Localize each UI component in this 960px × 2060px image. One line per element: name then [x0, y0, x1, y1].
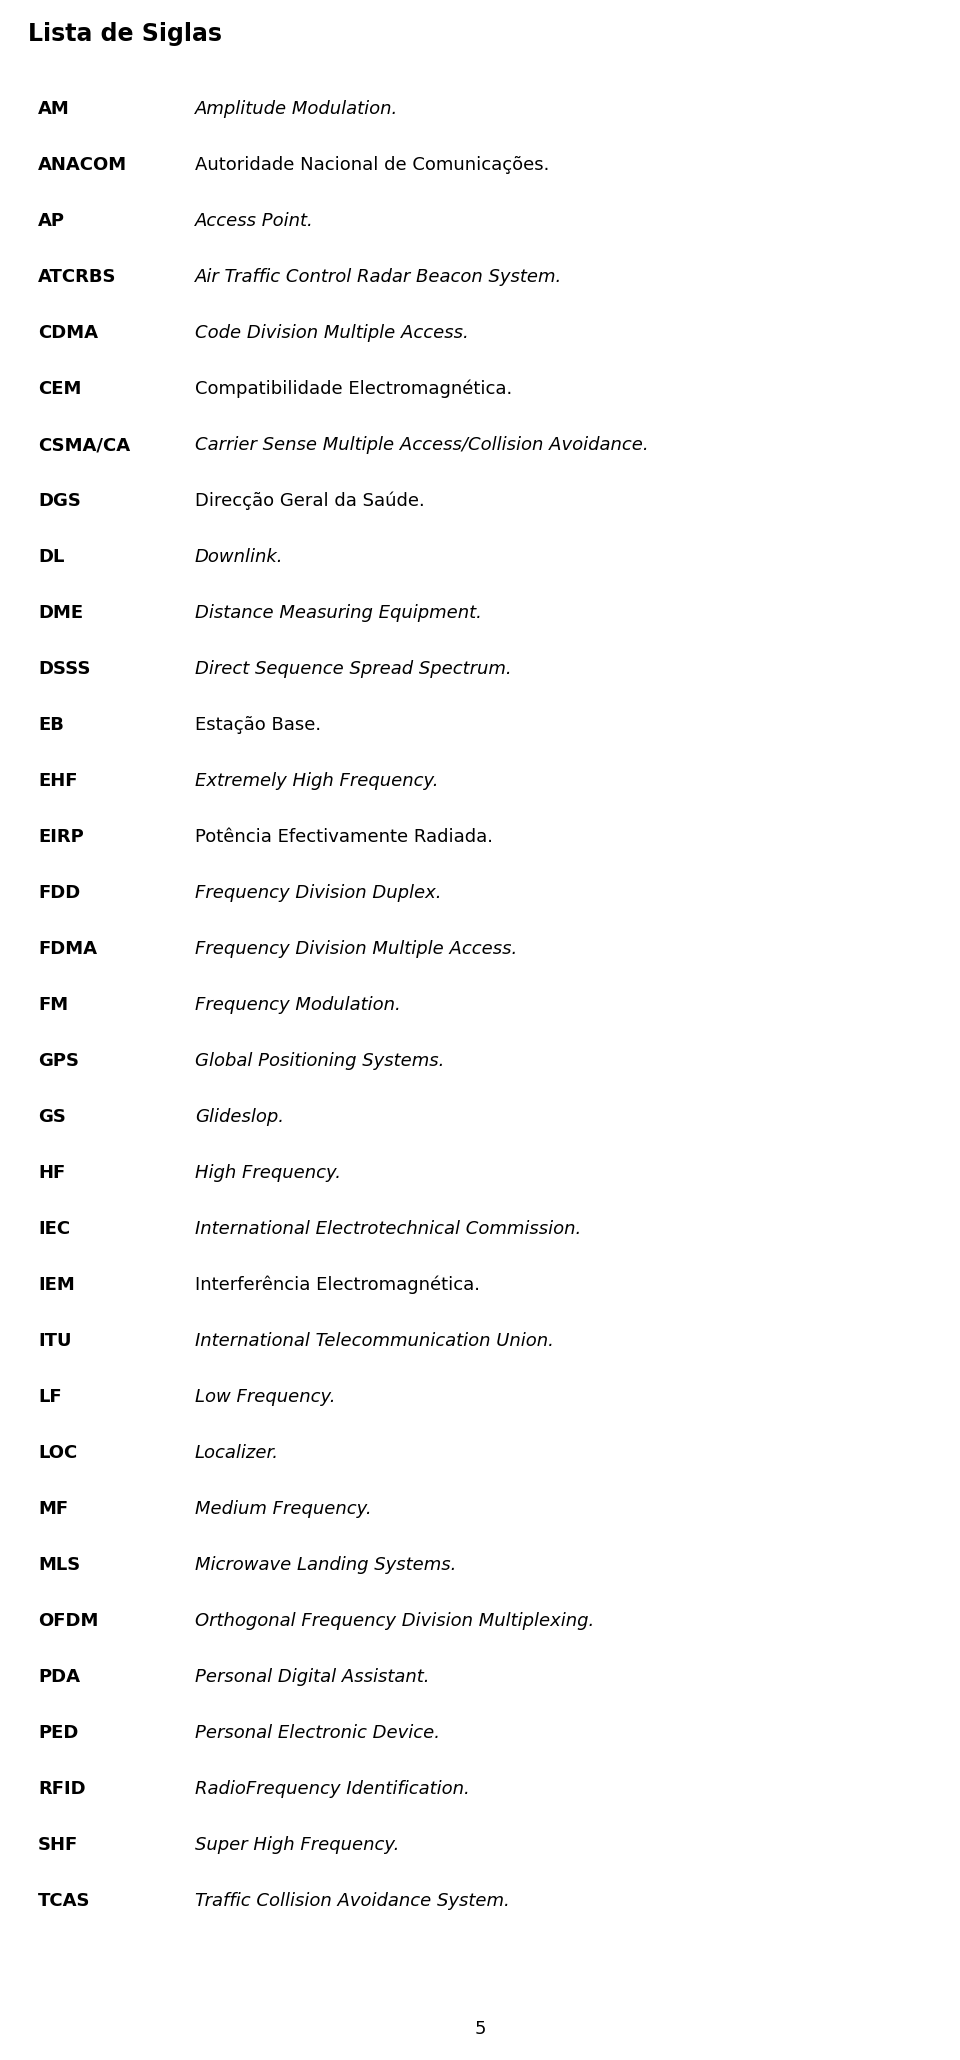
Text: International Electrotechnical Commission.: International Electrotechnical Commissio… — [195, 1220, 581, 1238]
Text: EB: EB — [38, 717, 64, 733]
Text: Frequency Modulation.: Frequency Modulation. — [195, 995, 400, 1014]
Text: Direct Sequence Spread Spectrum.: Direct Sequence Spread Spectrum. — [195, 659, 512, 678]
Text: FM: FM — [38, 995, 68, 1014]
Text: RadioFrequency Identification.: RadioFrequency Identification. — [195, 1780, 469, 1798]
Text: Frequency Division Multiple Access.: Frequency Division Multiple Access. — [195, 939, 517, 958]
Text: Code Division Multiple Access.: Code Division Multiple Access. — [195, 323, 468, 342]
Text: Autoridade Nacional de Comunicações.: Autoridade Nacional de Comunicações. — [195, 157, 549, 173]
Text: IEC: IEC — [38, 1220, 70, 1238]
Text: Downlink.: Downlink. — [195, 548, 283, 566]
Text: Glideslop.: Glideslop. — [195, 1108, 284, 1127]
Text: DGS: DGS — [38, 492, 81, 511]
Text: AP: AP — [38, 212, 65, 231]
Text: Medium Frequency.: Medium Frequency. — [195, 1500, 372, 1518]
Text: Personal Electronic Device.: Personal Electronic Device. — [195, 1724, 440, 1743]
Text: Amplitude Modulation.: Amplitude Modulation. — [195, 101, 398, 117]
Text: International Telecommunication Union.: International Telecommunication Union. — [195, 1333, 554, 1349]
Text: MF: MF — [38, 1500, 68, 1518]
Text: Localizer.: Localizer. — [195, 1444, 279, 1463]
Text: Carrier Sense Multiple Access/Collision Avoidance.: Carrier Sense Multiple Access/Collision … — [195, 437, 649, 453]
Text: GPS: GPS — [38, 1053, 79, 1069]
Text: HF: HF — [38, 1164, 65, 1182]
Text: FDMA: FDMA — [38, 939, 97, 958]
Text: CSMA/CA: CSMA/CA — [38, 437, 131, 453]
Text: Interferência Electromagnética.: Interferência Electromagnética. — [195, 1275, 480, 1294]
Text: High Frequency.: High Frequency. — [195, 1164, 341, 1182]
Text: PED: PED — [38, 1724, 79, 1743]
Text: AM: AM — [38, 101, 70, 117]
Text: 5: 5 — [474, 2021, 486, 2037]
Text: OFDM: OFDM — [38, 1613, 98, 1629]
Text: Distance Measuring Equipment.: Distance Measuring Equipment. — [195, 604, 482, 622]
Text: Potência Efectivamente Radiada.: Potência Efectivamente Radiada. — [195, 828, 493, 847]
Text: Personal Digital Assistant.: Personal Digital Assistant. — [195, 1669, 429, 1685]
Text: Air Traffic Control Radar Beacon System.: Air Traffic Control Radar Beacon System. — [195, 268, 563, 286]
Text: Frequency Division Duplex.: Frequency Division Duplex. — [195, 884, 442, 902]
Text: Orthogonal Frequency Division Multiplexing.: Orthogonal Frequency Division Multiplexi… — [195, 1613, 594, 1629]
Text: GS: GS — [38, 1108, 66, 1127]
Text: Super High Frequency.: Super High Frequency. — [195, 1835, 399, 1854]
Text: LF: LF — [38, 1388, 61, 1407]
Text: ITU: ITU — [38, 1333, 71, 1349]
Text: MLS: MLS — [38, 1555, 81, 1574]
Text: EHF: EHF — [38, 772, 78, 789]
Text: LOC: LOC — [38, 1444, 77, 1463]
Text: DL: DL — [38, 548, 64, 566]
Text: Direcção Geral da Saúde.: Direcção Geral da Saúde. — [195, 492, 424, 511]
Text: Global Positioning Systems.: Global Positioning Systems. — [195, 1053, 444, 1069]
Text: Compatibilidade Electromagnética.: Compatibilidade Electromagnética. — [195, 379, 513, 398]
Text: Low Frequency.: Low Frequency. — [195, 1388, 335, 1407]
Text: Microwave Landing Systems.: Microwave Landing Systems. — [195, 1555, 456, 1574]
Text: CEM: CEM — [38, 379, 82, 398]
Text: RFID: RFID — [38, 1780, 85, 1798]
Text: SHF: SHF — [38, 1835, 79, 1854]
Text: Traffic Collision Avoidance System.: Traffic Collision Avoidance System. — [195, 1891, 510, 1910]
Text: Extremely High Frequency.: Extremely High Frequency. — [195, 772, 439, 789]
Text: DSSS: DSSS — [38, 659, 90, 678]
Text: ATCRBS: ATCRBS — [38, 268, 116, 286]
Text: TCAS: TCAS — [38, 1891, 90, 1910]
Text: IEM: IEM — [38, 1275, 75, 1294]
Text: PDA: PDA — [38, 1669, 80, 1685]
Text: Access Point.: Access Point. — [195, 212, 314, 231]
Text: EIRP: EIRP — [38, 828, 84, 847]
Text: Lista de Siglas: Lista de Siglas — [28, 23, 222, 45]
Text: FDD: FDD — [38, 884, 81, 902]
Text: ANACOM: ANACOM — [38, 157, 127, 173]
Text: Estação Base.: Estação Base. — [195, 717, 322, 733]
Text: CDMA: CDMA — [38, 323, 98, 342]
Text: DME: DME — [38, 604, 84, 622]
